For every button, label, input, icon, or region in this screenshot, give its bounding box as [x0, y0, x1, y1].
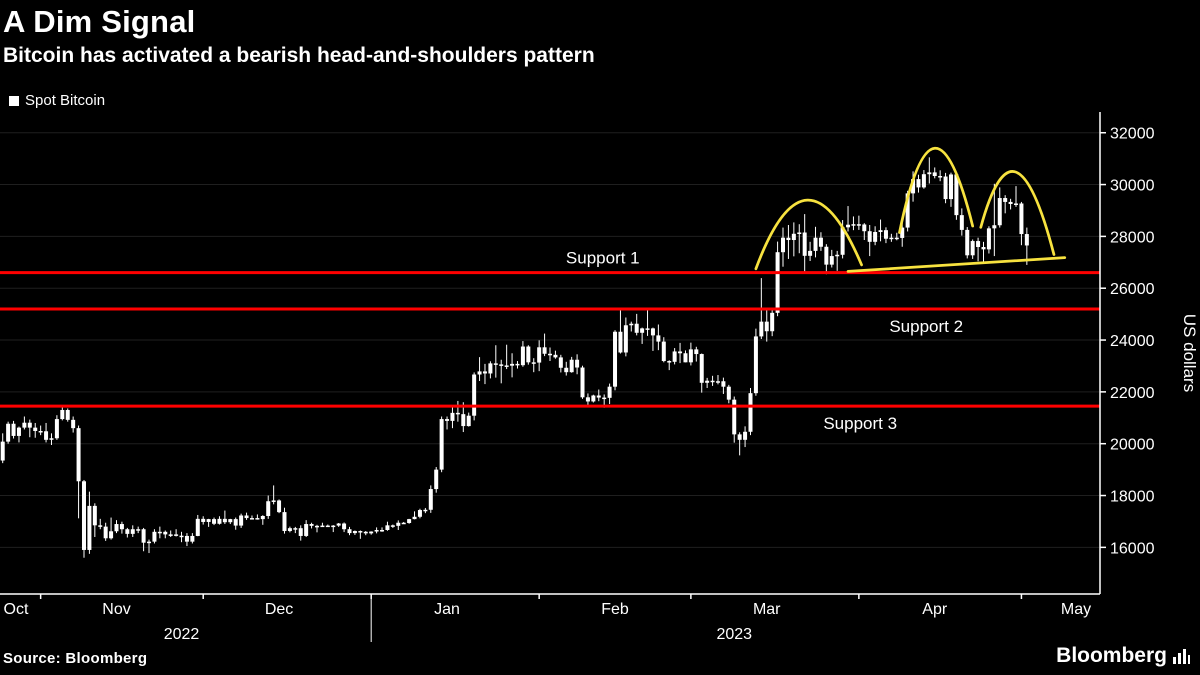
- svg-text:Feb: Feb: [601, 601, 629, 618]
- svg-text:16000: 16000: [1110, 540, 1155, 557]
- svg-text:28000: 28000: [1110, 229, 1155, 246]
- legend: Spot Bitcoin: [9, 92, 105, 109]
- svg-text:Apr: Apr: [922, 601, 948, 618]
- svg-text:2023: 2023: [716, 626, 752, 643]
- svg-text:32000: 32000: [1110, 126, 1155, 143]
- head-arc: [898, 146, 975, 234]
- legend-label: Spot Bitcoin: [25, 92, 106, 109]
- bloomberg-logo-text: Bloomberg: [1056, 644, 1167, 667]
- bloomberg-logo-icon: [1173, 648, 1190, 664]
- svg-text:24000: 24000: [1110, 333, 1155, 350]
- left-shoulder-arc: [754, 198, 863, 271]
- gridlines: [0, 132, 1100, 548]
- legend-marker-icon: [9, 95, 19, 106]
- candles-series-spot-bitcoin: [0, 157, 1029, 558]
- source-text: Source: Bloomberg: [3, 650, 148, 667]
- svg-text:18000: 18000: [1110, 489, 1155, 506]
- svg-text:Mar: Mar: [753, 601, 781, 618]
- head-and-shoulders-pattern: [754, 146, 1067, 273]
- axes: 16000 18000 20000 22000 24000 26000 28000 30000…: [0, 112, 1199, 643]
- svg-text:Oct: Oct: [4, 601, 29, 618]
- svg-text:Support 1: Support 1: [566, 249, 640, 268]
- bitcoin-candlestick-chart: Support 1 Support 2 Support 3 16000 18000 200…: [0, 112, 1199, 643]
- svg-text:Support 3: Support 3: [823, 414, 897, 433]
- svg-text:26000: 26000: [1110, 281, 1155, 298]
- svg-text:2022: 2022: [164, 626, 200, 643]
- page-title: A Dim Signal: [3, 4, 196, 39]
- svg-text:20000: 20000: [1110, 437, 1155, 454]
- svg-text:Support 2: Support 2: [889, 317, 963, 336]
- page-subtitle: Bitcoin has activated a bearish head-and…: [3, 44, 595, 68]
- right-shoulder-arc: [979, 170, 1056, 256]
- neckline: [846, 256, 1067, 273]
- svg-text:Dec: Dec: [265, 601, 293, 618]
- svg-text:Nov: Nov: [102, 601, 130, 618]
- support-lines: Support 1 Support 2 Support 3: [0, 249, 1100, 433]
- svg-text:US dollars: US dollars: [1180, 314, 1199, 392]
- svg-text:May: May: [1061, 601, 1091, 618]
- svg-text:30000: 30000: [1110, 178, 1155, 195]
- svg-text:Jan: Jan: [434, 601, 460, 618]
- svg-text:22000: 22000: [1110, 385, 1155, 402]
- bloomberg-logo: Bloomberg: [1056, 644, 1190, 668]
